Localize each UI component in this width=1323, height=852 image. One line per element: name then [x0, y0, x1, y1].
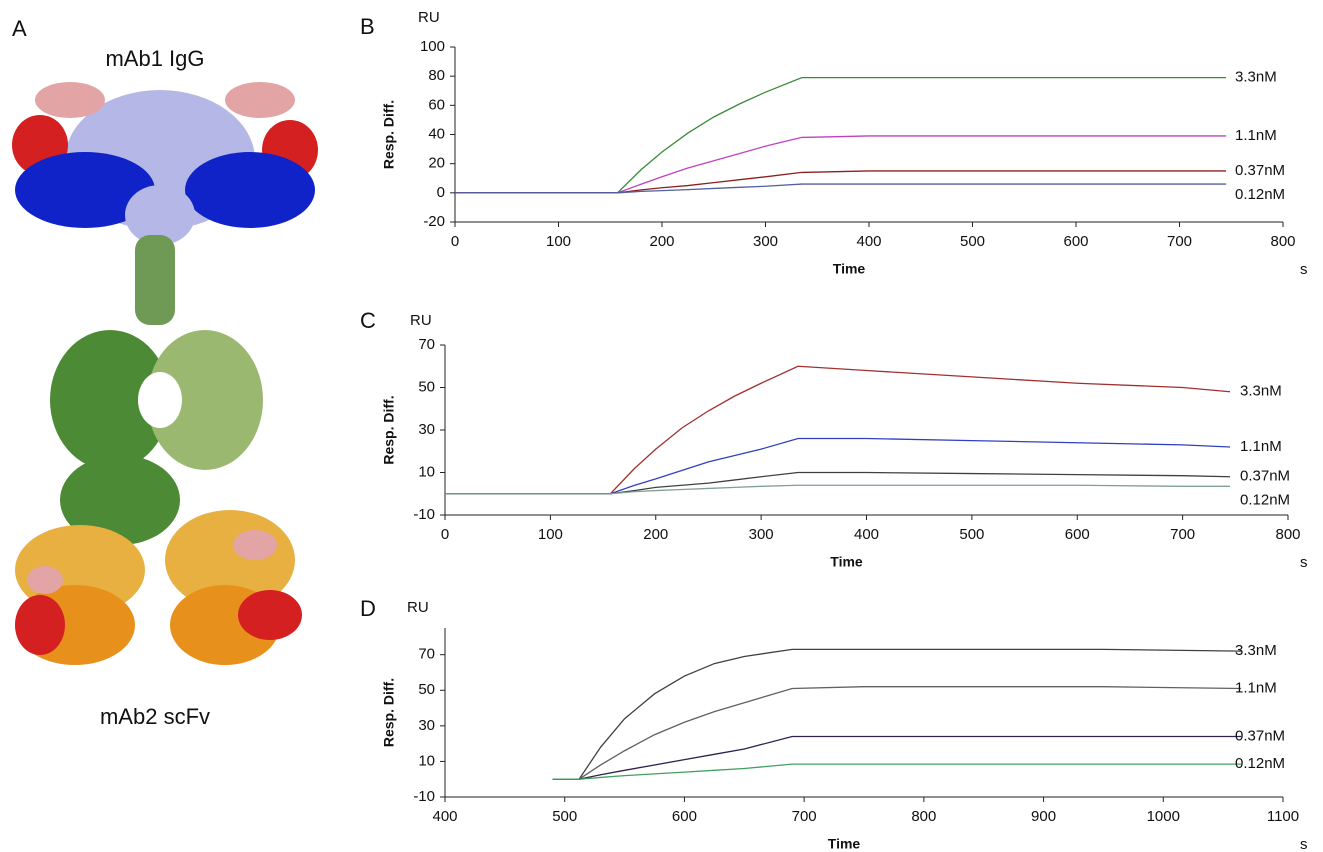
y-tick-label: 0: [437, 184, 445, 201]
x-tick-label: 700: [792, 808, 817, 825]
y-tick-label: -20: [423, 213, 445, 230]
x-tick-label: 900: [1031, 808, 1056, 825]
x-tick-label: 200: [643, 526, 668, 543]
y-tick-label: 50: [418, 681, 435, 698]
series-line: [455, 170, 1227, 194]
series-line: [455, 76, 1227, 194]
series-label: 1.1nM: [1235, 679, 1277, 696]
x-axis-label: Time: [833, 261, 866, 277]
y-tick-label: 10: [418, 463, 435, 480]
x-tick-label: 400: [854, 526, 879, 543]
series-label: 1.1nM: [1235, 127, 1277, 144]
series-label: 3.3nM: [1235, 642, 1277, 659]
panel-label: A: [12, 16, 27, 41]
x-unit: s: [1300, 836, 1308, 852]
y-axis-label: Resp. Diff.: [381, 100, 397, 169]
y-tick-label: 70: [418, 646, 435, 663]
x-tick-label: 500: [959, 526, 984, 543]
x-tick-label: 500: [552, 808, 577, 825]
chart: B RU -20 0 20 40 60 80 100 0 100 200 300 400 500 600 700…: [360, 9, 1308, 278]
series-label: 1.1nM: [1240, 438, 1282, 455]
x-tick-label: 800: [911, 808, 936, 825]
x-tick-label: 1000: [1147, 808, 1180, 825]
y-axis-label: Resp. Diff.: [381, 395, 397, 464]
x-tick-label: 700: [1167, 233, 1192, 250]
series-line: [445, 471, 1231, 495]
series-label: 0.12nM: [1235, 186, 1285, 203]
x-axis-label: Time: [828, 836, 861, 852]
y-axis-label: Resp. Diff.: [381, 678, 397, 747]
series-label: 0.37nM: [1240, 468, 1290, 485]
series-label: 3.3nM: [1240, 383, 1282, 400]
y-tick-label: 60: [428, 96, 445, 113]
x-tick-label: 100: [538, 526, 563, 543]
panel-label: B: [360, 14, 375, 39]
series-line: [455, 183, 1227, 194]
x-tick-label: 400: [856, 233, 881, 250]
y-tick-label: -10: [413, 506, 435, 523]
y-unit: RU: [407, 599, 429, 616]
series-label: 0.37nM: [1235, 727, 1285, 744]
molecule: [12, 82, 318, 665]
y-tick-label: 40: [428, 125, 445, 142]
x-tick-label: 200: [649, 233, 674, 250]
x-tick-label: 500: [960, 233, 985, 250]
y-tick-label: 30: [418, 717, 435, 734]
scfv-title: mAb2 scFv: [100, 704, 210, 729]
x-tick-label: 700: [1170, 526, 1195, 543]
x-tick-label: 600: [672, 808, 697, 825]
panel-label: C: [360, 308, 376, 333]
x-unit: s: [1300, 261, 1308, 278]
series-label: 0.12nM: [1240, 492, 1290, 509]
series-line: [552, 686, 1242, 780]
y-tick-label: 70: [418, 336, 435, 353]
panel-label: D: [360, 596, 376, 621]
series-label: 3.3nM: [1235, 69, 1277, 86]
x-unit: s: [1300, 554, 1308, 571]
x-tick-label: 100: [546, 233, 571, 250]
series-label: 0.12nM: [1235, 755, 1285, 772]
y-unit: RU: [418, 9, 440, 26]
y-tick-label: 20: [428, 155, 445, 172]
x-tick-label: 600: [1063, 233, 1088, 250]
x-tick-label: 0: [441, 526, 449, 543]
x-tick-label: 0: [451, 233, 459, 250]
x-tick-label: 800: [1270, 233, 1295, 250]
y-tick-label: 50: [418, 378, 435, 395]
series-line: [552, 763, 1242, 780]
series-line: [552, 648, 1242, 780]
x-tick-label: 800: [1275, 526, 1300, 543]
series-label: 0.37nM: [1235, 162, 1285, 179]
y-tick-label: 100: [420, 38, 445, 55]
y-tick-label: 30: [418, 421, 435, 438]
x-tick-label: 400: [432, 808, 457, 825]
y-unit: RU: [410, 312, 432, 329]
y-tick-label: 10: [418, 752, 435, 769]
x-axis-label: Time: [830, 554, 863, 570]
chart: D RU -10 10 30 50 70 400 500 600 700 800 900 1000 1100…: [360, 596, 1308, 852]
y-tick-label: 80: [428, 67, 445, 84]
x-tick-label: 600: [1065, 526, 1090, 543]
x-tick-label: 300: [753, 233, 778, 250]
series-line: [552, 735, 1242, 780]
x-tick-label: 300: [749, 526, 774, 543]
igg-title: mAb1 IgG: [105, 46, 204, 71]
series-line: [445, 484, 1231, 495]
x-tick-label: 1100: [1267, 808, 1299, 825]
panel-a: A mAb1 IgG mAb2 scFv: [12, 16, 318, 729]
y-tick-label: -10: [413, 788, 435, 805]
